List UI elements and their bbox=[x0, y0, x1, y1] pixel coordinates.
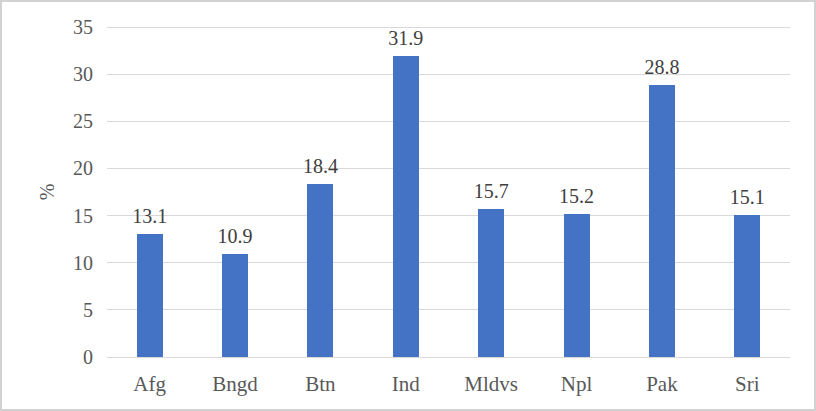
bar-npl bbox=[564, 214, 590, 357]
bar-value-label: 15.7 bbox=[474, 181, 509, 201]
y-tick-label: 15 bbox=[73, 206, 93, 226]
y-tick-label: 30 bbox=[73, 64, 93, 84]
x-tick-label: Btn bbox=[305, 372, 335, 397]
bar-value-label: 13.1 bbox=[132, 206, 167, 226]
gridline bbox=[107, 121, 790, 122]
bar-pak bbox=[649, 85, 675, 357]
x-tick-label: Sri bbox=[735, 372, 760, 397]
gridline bbox=[107, 27, 790, 28]
plot-area: 13.1 10.9 18.4 31.9 15.7 15.2 28.8 15.1 bbox=[107, 27, 790, 357]
gridline bbox=[107, 168, 790, 169]
gridline bbox=[107, 74, 790, 75]
bar-value-label: 28.8 bbox=[644, 57, 679, 77]
bar-btn bbox=[307, 184, 333, 357]
x-tick-label: Npl bbox=[561, 372, 593, 397]
x-tick-label: Pak bbox=[646, 372, 678, 397]
gridline bbox=[107, 309, 790, 310]
y-tick-label: 25 bbox=[73, 111, 93, 131]
bar-value-label: 10.9 bbox=[218, 226, 253, 246]
gridline bbox=[107, 357, 790, 358]
x-tick-label: Mldvs bbox=[464, 372, 518, 397]
y-tick-label: 5 bbox=[83, 300, 93, 320]
bar-sri bbox=[734, 215, 760, 357]
y-tick-label: 35 bbox=[73, 17, 93, 37]
x-tick-label: Afg bbox=[133, 372, 166, 397]
bar-mldvs bbox=[478, 209, 504, 357]
bar-value-label: 18.4 bbox=[303, 156, 338, 176]
bar-value-label: 15.2 bbox=[559, 186, 594, 206]
bar-value-label: 31.9 bbox=[388, 28, 423, 48]
y-tick-label: 0 bbox=[83, 347, 93, 367]
gridline bbox=[107, 262, 790, 263]
y-tick-label: 10 bbox=[73, 253, 93, 273]
bar-chart: 13.1 10.9 18.4 31.9 15.7 15.2 28.8 15.1 0 5 10 15 2… bbox=[0, 0, 816, 411]
bar-bngd bbox=[222, 254, 248, 357]
y-tick-label: 20 bbox=[73, 158, 93, 178]
bar-value-label: 15.1 bbox=[730, 187, 765, 207]
gridline bbox=[107, 215, 790, 216]
x-axis: Afg Bngd Btn Ind Mldvs Npl Pak Sri bbox=[107, 368, 790, 398]
bar-ind bbox=[393, 56, 419, 357]
y-axis-title: % bbox=[37, 184, 57, 201]
x-tick-label: Bngd bbox=[212, 372, 258, 397]
x-tick-label: Ind bbox=[392, 372, 420, 397]
bar-afg bbox=[137, 234, 163, 358]
